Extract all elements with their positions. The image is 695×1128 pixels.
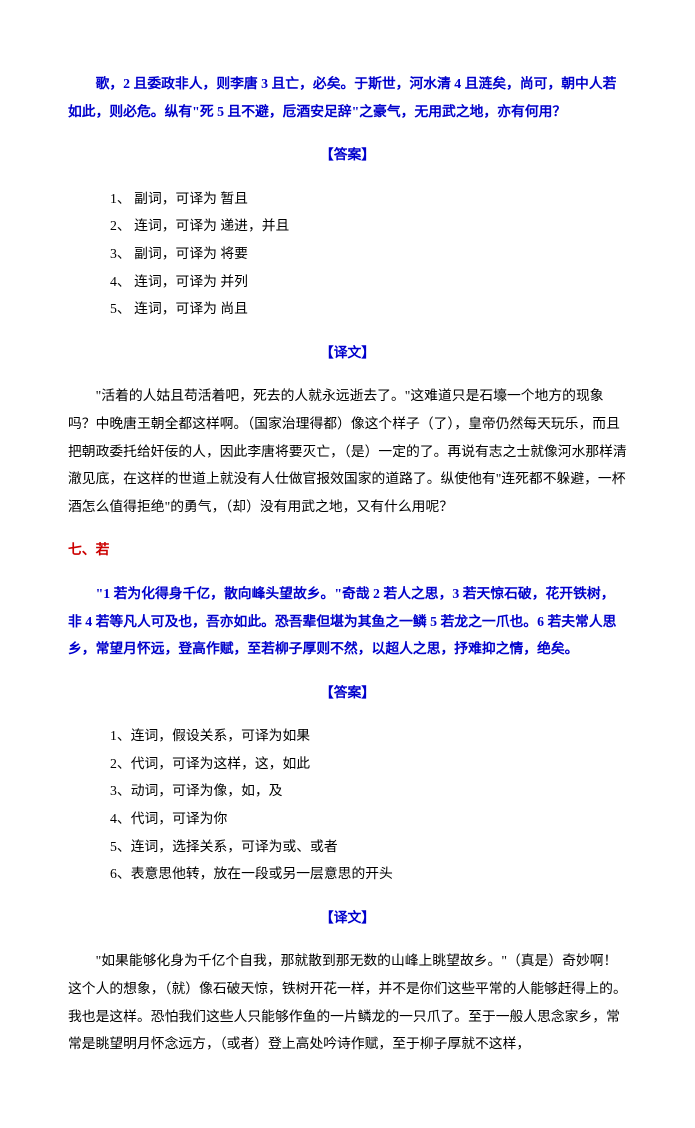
answer-heading-2: 【答案】 bbox=[68, 679, 627, 707]
intro-passage-2: "1 若为化得身千亿，散向峰头望故乡。"奇哉 2 若人之思，3 若天惊石破，花开… bbox=[68, 580, 627, 663]
answer-item: 5、连词，选择关系，可译为或、或者 bbox=[110, 833, 627, 861]
answer-item: 3、动词，可译为像，如，及 bbox=[110, 777, 627, 805]
translation-heading-1: 【译文】 bbox=[68, 339, 627, 367]
answer-item: 2、代词，可译为这样，这，如此 bbox=[110, 750, 627, 778]
translation-text-2: "如果能够化身为千亿个自我，那就散到那无数的山峰上眺望故乡。"（真是）奇妙啊！这… bbox=[68, 947, 627, 1057]
answer-item: 3、 副词，可译为 将要 bbox=[110, 240, 627, 268]
answer-item: 5、 连词，可译为 尚且 bbox=[110, 295, 627, 323]
translation-heading-2: 【译文】 bbox=[68, 904, 627, 932]
answer-item: 4、代词，可译为你 bbox=[110, 805, 627, 833]
answer-heading-1: 【答案】 bbox=[68, 141, 627, 169]
intro-passage-1: 歌，2 且委政非人，则李唐 3 且亡，必矣。于斯世，河水清 4 且涟矣，尚可，朝… bbox=[68, 70, 627, 125]
answer-item: 1、 副词，可译为 暂且 bbox=[110, 185, 627, 213]
translation-text-1: "活着的人姑且苟活着吧，死去的人就永远逝去了。"这难道只是石壕一个地方的现象吗？… bbox=[68, 382, 627, 520]
answer-item: 6、表意思他转，放在一段或另一层意思的开头 bbox=[110, 860, 627, 888]
answer-item: 2、 连词，可译为 递进，并且 bbox=[110, 212, 627, 240]
section-7-heading: 七、若 bbox=[68, 536, 627, 564]
answer-item: 1、连词，假设关系，可译为如果 bbox=[110, 722, 627, 750]
answer-item: 4、 连词，可译为 并列 bbox=[110, 268, 627, 296]
